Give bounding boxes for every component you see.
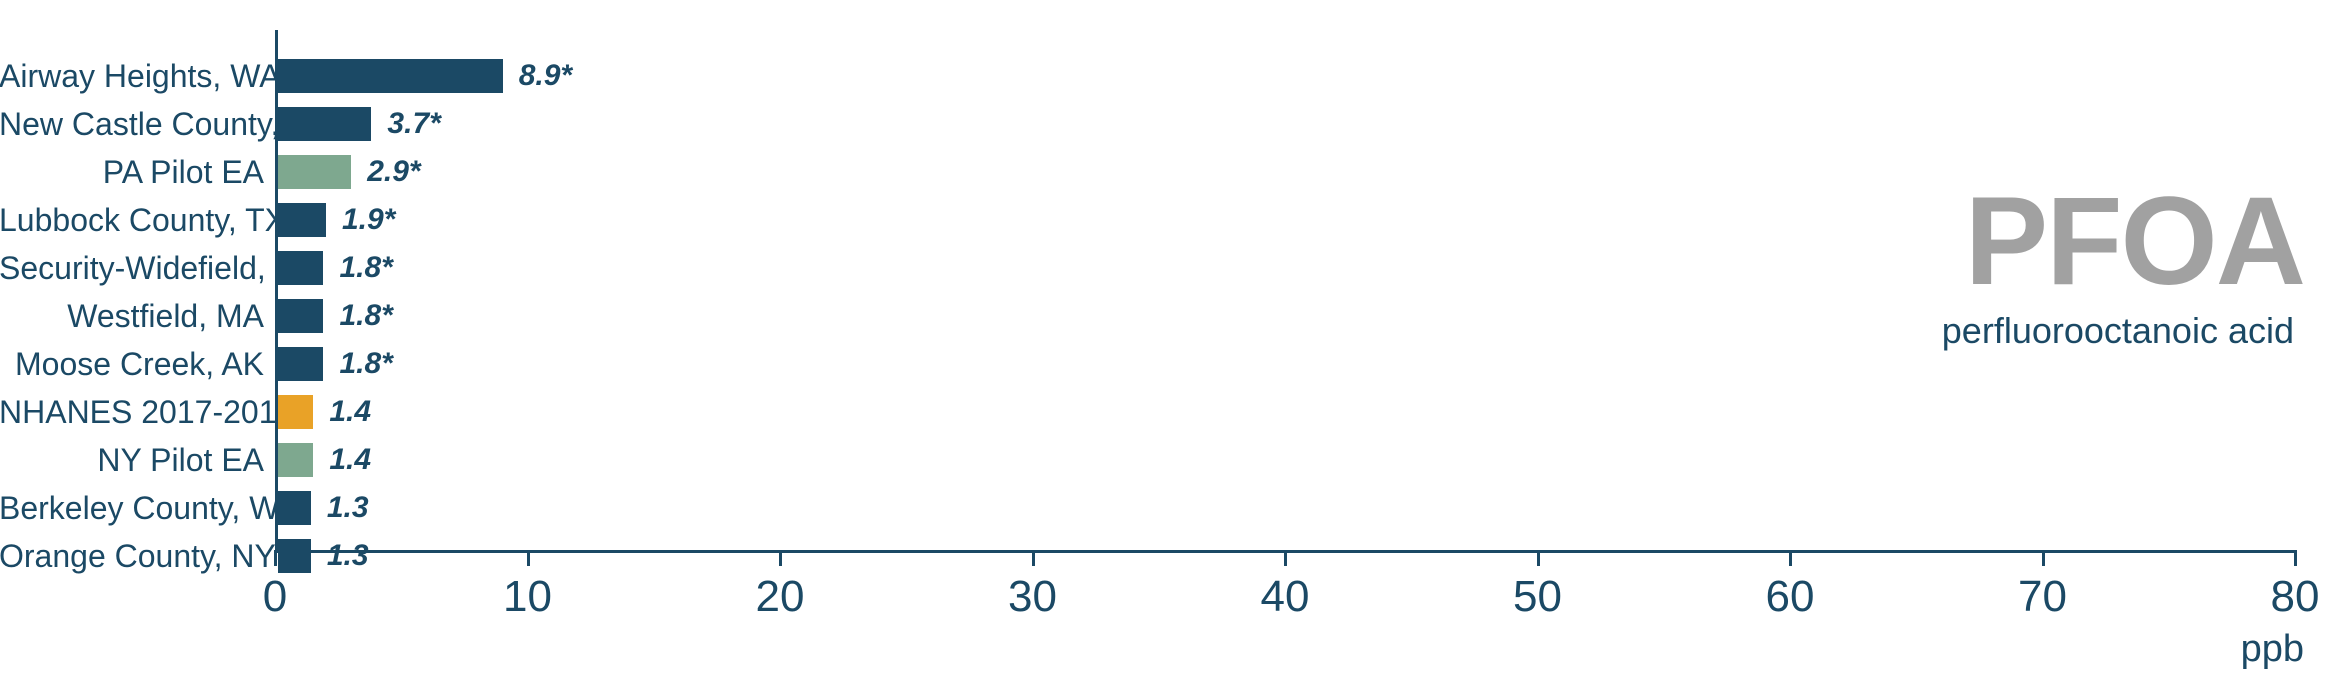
- category-label: NY Pilot EA: [0, 438, 264, 482]
- category-label: Moose Creek, AK: [0, 342, 264, 386]
- bar-row: Airway Heights, WA 8.9*: [0, 54, 2334, 98]
- x-tick-label: 0: [263, 572, 287, 622]
- value-label: 3.7*: [387, 102, 440, 146]
- x-tick-label: 80: [2271, 572, 2320, 622]
- category-label: New Castle County, DE: [0, 102, 264, 146]
- bar: [278, 299, 323, 333]
- value-label: 2.9*: [367, 150, 420, 194]
- bar: [278, 203, 326, 237]
- x-tick-label: 70: [2018, 572, 2067, 622]
- x-tick-label: 40: [1261, 572, 1310, 622]
- category-label: NHANES 2017-2018: [0, 390, 264, 434]
- pfoa-bar-chart: 0 10 20 30 40 50 60 70 80 Airway Heights, WA 8.9*…: [0, 0, 2334, 689]
- category-label: Airway Heights, WA: [0, 54, 264, 98]
- value-label: 1.8*: [339, 246, 392, 290]
- value-label: 1.8*: [339, 294, 392, 338]
- bar: [278, 59, 503, 93]
- bar-row: Berkeley County, WV 1.3: [0, 486, 2334, 530]
- bar-row: Orange County, NY 1.3: [0, 534, 2334, 578]
- bar-row: NY Pilot EA 1.4: [0, 438, 2334, 482]
- x-tick-label: 30: [1008, 572, 1057, 622]
- value-label: 1.9*: [342, 198, 395, 242]
- category-label: Berkeley County, WV: [0, 486, 264, 530]
- category-label: PA Pilot EA: [0, 150, 264, 194]
- bar: [278, 539, 311, 573]
- value-label: 1.3: [327, 486, 369, 530]
- x-tick-label: 50: [1513, 572, 1562, 622]
- chemical-name: perfluorooctanoic acid: [1942, 310, 2294, 352]
- value-label: 8.9*: [519, 54, 572, 98]
- value-label: 1.4: [329, 390, 371, 434]
- bar: [278, 347, 323, 381]
- x-tick-label: 20: [756, 572, 805, 622]
- x-tick-label: 10: [503, 572, 552, 622]
- x-axis-unit-label: ppb: [2241, 628, 2304, 671]
- bar: [278, 395, 313, 429]
- category-label: Westfield, MA: [0, 294, 264, 338]
- category-label: Lubbock County, TX: [0, 198, 264, 242]
- value-label: 1.8*: [339, 342, 392, 386]
- x-tick-label: 60: [1766, 572, 1815, 622]
- bar: [278, 251, 323, 285]
- category-label: Orange County, NY: [0, 534, 264, 578]
- bar: [278, 443, 313, 477]
- bar: [278, 155, 351, 189]
- value-label: 1.4: [329, 438, 371, 482]
- chemical-abbr: PFOA: [1965, 170, 2304, 313]
- category-label: Security-Widefield, CO: [0, 246, 264, 290]
- bar-row: New Castle County, DE 3.7*: [0, 102, 2334, 146]
- value-label: 1.3: [327, 534, 369, 578]
- bar: [278, 107, 371, 141]
- bar-row: NHANES 2017-2018 1.4: [0, 390, 2334, 434]
- bar: [278, 491, 311, 525]
